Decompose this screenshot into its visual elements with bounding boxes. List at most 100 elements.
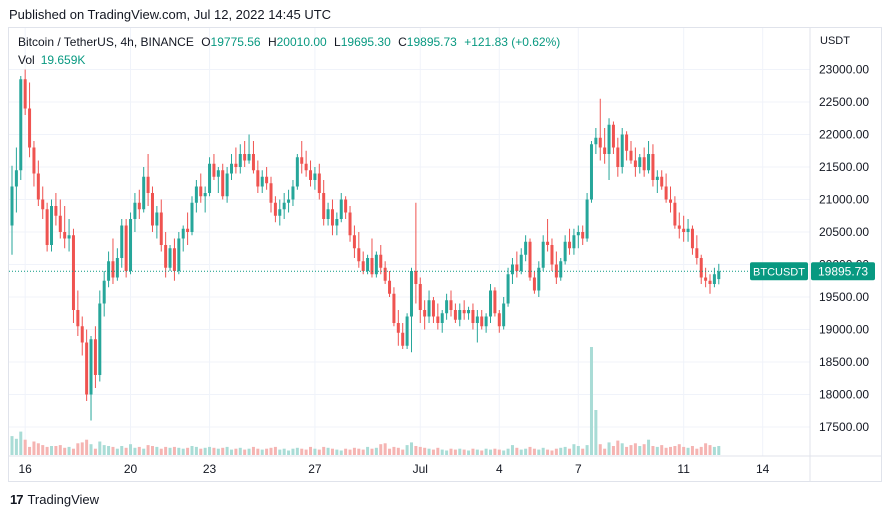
candle-body <box>335 219 339 226</box>
candle-body <box>76 310 80 327</box>
volume-bar <box>515 447 519 455</box>
x-tick-label: 16 <box>18 462 32 476</box>
volume-bar <box>669 446 672 455</box>
candle-body <box>532 277 536 291</box>
candle-body <box>506 274 510 304</box>
volume-bar <box>216 448 220 455</box>
volume-bar <box>660 445 664 455</box>
volume-bar <box>287 450 291 455</box>
candle-body <box>71 235 75 310</box>
volume-bar <box>194 446 198 455</box>
volume-bar <box>313 448 317 455</box>
volume-bar <box>273 446 277 455</box>
symbol-title: Bitcoin / TetherUS, 4h, BINANCE <box>18 35 194 49</box>
candle-body <box>177 238 181 271</box>
candle-body <box>221 170 225 197</box>
candle-body <box>23 79 27 109</box>
candle-body <box>401 332 405 346</box>
currency-label: USDT <box>820 35 850 47</box>
candle-body <box>238 154 242 167</box>
candle-body <box>212 163 216 177</box>
candle-body <box>199 186 203 197</box>
candle-body <box>260 176 264 187</box>
candle-body <box>594 137 598 145</box>
volume-bar <box>682 446 686 455</box>
candle-body <box>142 176 146 210</box>
candle-body <box>546 241 550 245</box>
volume-bar <box>677 444 681 455</box>
x-tick-label: 11 <box>677 462 690 476</box>
volume-bar <box>589 347 593 455</box>
volume-bar <box>418 446 422 455</box>
volume-bar <box>708 445 712 455</box>
candle-body <box>489 290 493 317</box>
volume-bar <box>598 444 602 455</box>
candle-body <box>309 170 313 180</box>
candle-body <box>528 241 532 278</box>
x-tick-label: 14 <box>756 462 770 476</box>
volume-bar <box>208 446 212 455</box>
candle-body <box>10 186 14 226</box>
price-tag <box>811 262 875 281</box>
candle-body <box>519 254 523 271</box>
candle-body <box>642 157 646 171</box>
candle-body <box>427 300 431 317</box>
volume-legend: Vol 19.659K <box>18 53 85 67</box>
candle-body <box>436 316 440 323</box>
volume-bar <box>168 447 172 455</box>
volume-bar <box>164 446 168 455</box>
volume-bar <box>563 446 567 455</box>
candle-body <box>150 193 154 226</box>
volume-bar <box>120 446 124 455</box>
volume-bar <box>330 448 334 455</box>
volume-bar <box>76 443 80 455</box>
y-tick-label: 21000.00 <box>819 193 869 207</box>
volume-bar <box>585 445 589 455</box>
volume-bar <box>651 446 655 455</box>
volume-bar <box>234 448 238 455</box>
volume-bar <box>366 446 370 455</box>
volume-bar <box>502 450 506 455</box>
volume-bar <box>401 449 405 455</box>
candle-body <box>203 193 207 197</box>
volume-bar <box>58 445 62 455</box>
candle-body <box>58 215 62 232</box>
volume-bar <box>467 450 471 455</box>
volume-bar <box>260 449 264 455</box>
candle-body <box>256 170 260 187</box>
candle-body <box>115 258 119 278</box>
candle-body <box>589 144 593 200</box>
volume-bar <box>414 446 418 455</box>
volume-bar <box>383 443 387 455</box>
candle-body <box>471 310 475 323</box>
candle-body <box>607 124 611 154</box>
candle-body <box>133 202 137 219</box>
symbol-tag <box>750 262 808 281</box>
candle-body <box>370 258 374 275</box>
volume-bar <box>484 448 488 455</box>
candle-body <box>186 228 190 232</box>
volume-bar <box>655 446 659 455</box>
volume-bar <box>532 448 536 455</box>
footer-brand[interactable]: 17 TradingView <box>10 492 99 507</box>
volume-bar <box>396 447 400 455</box>
candle-body <box>181 228 185 239</box>
volume-bar <box>405 445 409 455</box>
volume-bar <box>629 445 633 455</box>
candle-body <box>164 245 168 268</box>
volume-bar <box>594 410 598 455</box>
volume-bar <box>124 447 128 455</box>
volume-bar <box>493 448 497 455</box>
volume-bar <box>664 447 668 455</box>
volume-bar <box>357 448 361 455</box>
candle-body <box>313 173 317 180</box>
candle-body <box>409 271 413 317</box>
volume-bar <box>607 442 611 455</box>
volume-bar <box>282 448 286 455</box>
volume-bar <box>554 448 558 455</box>
volume-value: 19.659K <box>40 53 86 67</box>
volume-bar <box>50 446 54 455</box>
candle-body <box>230 163 233 174</box>
volume-bar <box>322 446 326 455</box>
